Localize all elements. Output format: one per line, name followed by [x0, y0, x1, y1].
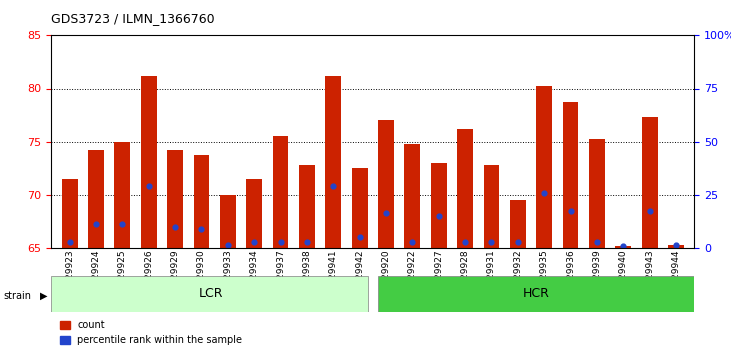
Bar [378, 120, 394, 248]
Point [143, 183, 154, 189]
Point [249, 240, 260, 245]
Point [538, 190, 550, 195]
Bar [352, 168, 368, 248]
Bar [589, 139, 605, 248]
Point [354, 234, 366, 240]
Bar [510, 200, 526, 248]
Point [196, 226, 208, 232]
FancyBboxPatch shape [378, 276, 713, 312]
Bar [167, 150, 183, 248]
Point [222, 242, 234, 247]
Bar [457, 129, 473, 248]
Bar [141, 76, 156, 248]
Point [433, 213, 444, 219]
Bar [88, 150, 104, 248]
Text: HCR: HCR [523, 287, 550, 300]
Bar [273, 136, 289, 248]
Point [459, 240, 471, 245]
Bar [431, 163, 447, 248]
Point [406, 240, 418, 245]
Point [618, 243, 629, 249]
Bar [642, 117, 658, 248]
Bar [483, 165, 499, 248]
Text: GDS3723 / ILMN_1366760: GDS3723 / ILMN_1366760 [51, 12, 215, 25]
Bar [220, 195, 235, 248]
Point [380, 210, 392, 216]
Text: LCR: LCR [198, 287, 223, 300]
Bar [668, 245, 684, 248]
Legend: count, percentile rank within the sample: count, percentile rank within the sample [56, 316, 246, 349]
Point [644, 208, 656, 213]
Point [90, 222, 102, 227]
Bar [325, 76, 341, 248]
Text: strain: strain [4, 291, 31, 301]
Bar [616, 246, 631, 248]
Bar [299, 165, 315, 248]
Bar [404, 144, 420, 248]
Text: ▶: ▶ [40, 291, 48, 301]
Point [64, 240, 75, 245]
Bar [537, 86, 552, 248]
Point [512, 240, 523, 245]
Point [485, 240, 497, 245]
Point [564, 208, 576, 213]
Bar [246, 179, 262, 248]
Point [170, 224, 181, 229]
Bar [115, 142, 130, 248]
FancyBboxPatch shape [51, 276, 368, 312]
Bar [194, 155, 209, 248]
Point [301, 240, 313, 245]
Point [275, 240, 287, 245]
Point [116, 222, 128, 227]
Point [327, 183, 339, 189]
Bar [563, 102, 578, 248]
Point [670, 242, 682, 247]
Point [591, 240, 603, 245]
Bar [61, 179, 77, 248]
